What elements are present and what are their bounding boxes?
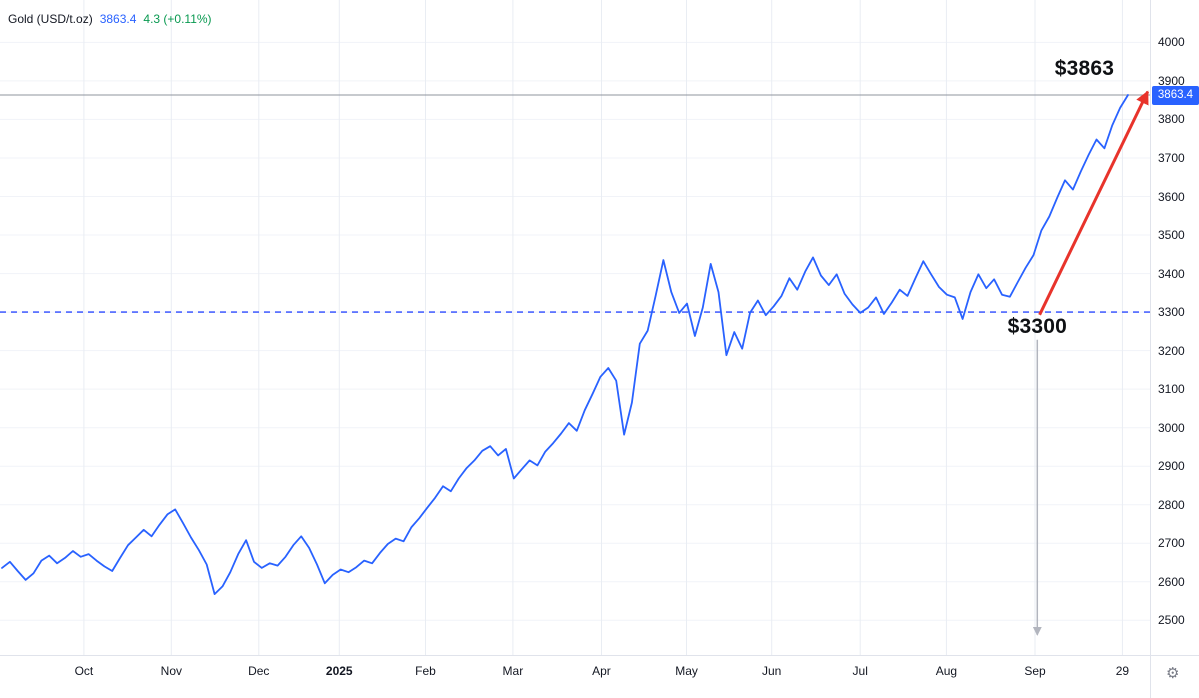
price-axis-label: 3300 <box>1158 305 1185 320</box>
time-axis-label: Nov <box>160 664 183 678</box>
price-axis-label: 3100 <box>1158 382 1185 397</box>
price-chart[interactable]: Gold (USD/t.oz) 3863.4 4.3 (+0.11%) $386… <box>0 0 1150 655</box>
gear-icon[interactable]: ⚙ <box>1166 665 1180 682</box>
price-axis[interactable]: 3863.4 2500 2600 2700 2800 2900 3000 3100 3200 3… <box>1150 0 1199 655</box>
price-axis-label: 3800 <box>1158 112 1185 127</box>
time-axis-label: Sep <box>1024 664 1046 678</box>
price-axis-label: 2700 <box>1158 536 1185 551</box>
time-axis[interactable]: Oct Nov Dec 2025 Feb Mar Apr May Jun Jul Aug Sep 29 <box>0 655 1150 698</box>
time-axis-label: Dec <box>248 664 270 678</box>
symbol-name[interactable]: Gold (USD/t.oz) <box>8 12 93 26</box>
price-axis-label: 3000 <box>1158 420 1185 435</box>
price-axis-label: 3700 <box>1158 150 1185 165</box>
time-axis-label: Aug <box>935 664 958 678</box>
time-axis-label: Apr <box>592 664 611 678</box>
legend-last-price: 3863.4 <box>99 12 137 26</box>
time-axis-label: Jul <box>852 664 868 678</box>
price-axis-label: 2600 <box>1158 574 1185 589</box>
time-axis-label: Mar <box>502 664 524 678</box>
price-axis-label: 3200 <box>1158 343 1185 358</box>
time-axis-label: 29 <box>1115 664 1130 678</box>
current-price-tag: 3863.4 <box>1152 85 1199 105</box>
price-axis-label: 4000 <box>1158 35 1185 50</box>
time-axis-label: Jun <box>761 664 782 678</box>
target-price-annotation: $3863 <box>1054 57 1115 81</box>
time-axis-label: May <box>675 664 698 678</box>
price-axis-label: 3400 <box>1158 266 1185 281</box>
price-line-chart[interactable] <box>0 0 1150 655</box>
price-axis-label: 3600 <box>1158 189 1185 204</box>
time-axis-label: Feb <box>415 664 436 678</box>
support-price-annotation: $3300 <box>1007 314 1067 338</box>
trend-arrow[interactable] <box>1038 90 1150 316</box>
price-axis-label: 2800 <box>1158 497 1185 512</box>
price-axis-label: 2500 <box>1158 613 1185 628</box>
axis-settings-corner: ⚙ <box>1150 655 1199 698</box>
time-axis-label: 2025 <box>325 664 353 678</box>
price-axis-label: 2900 <box>1158 459 1185 474</box>
price-axis-label: 3500 <box>1158 228 1185 243</box>
price-line[interactable] <box>1 94 1129 595</box>
time-axis-label: Oct <box>74 664 94 678</box>
legend-change: 4.3 (+0.11%) <box>143 12 212 26</box>
legend: Gold (USD/t.oz) 3863.4 4.3 (+0.11%) <box>8 12 212 26</box>
price-axis-label: 3900 <box>1158 73 1185 88</box>
